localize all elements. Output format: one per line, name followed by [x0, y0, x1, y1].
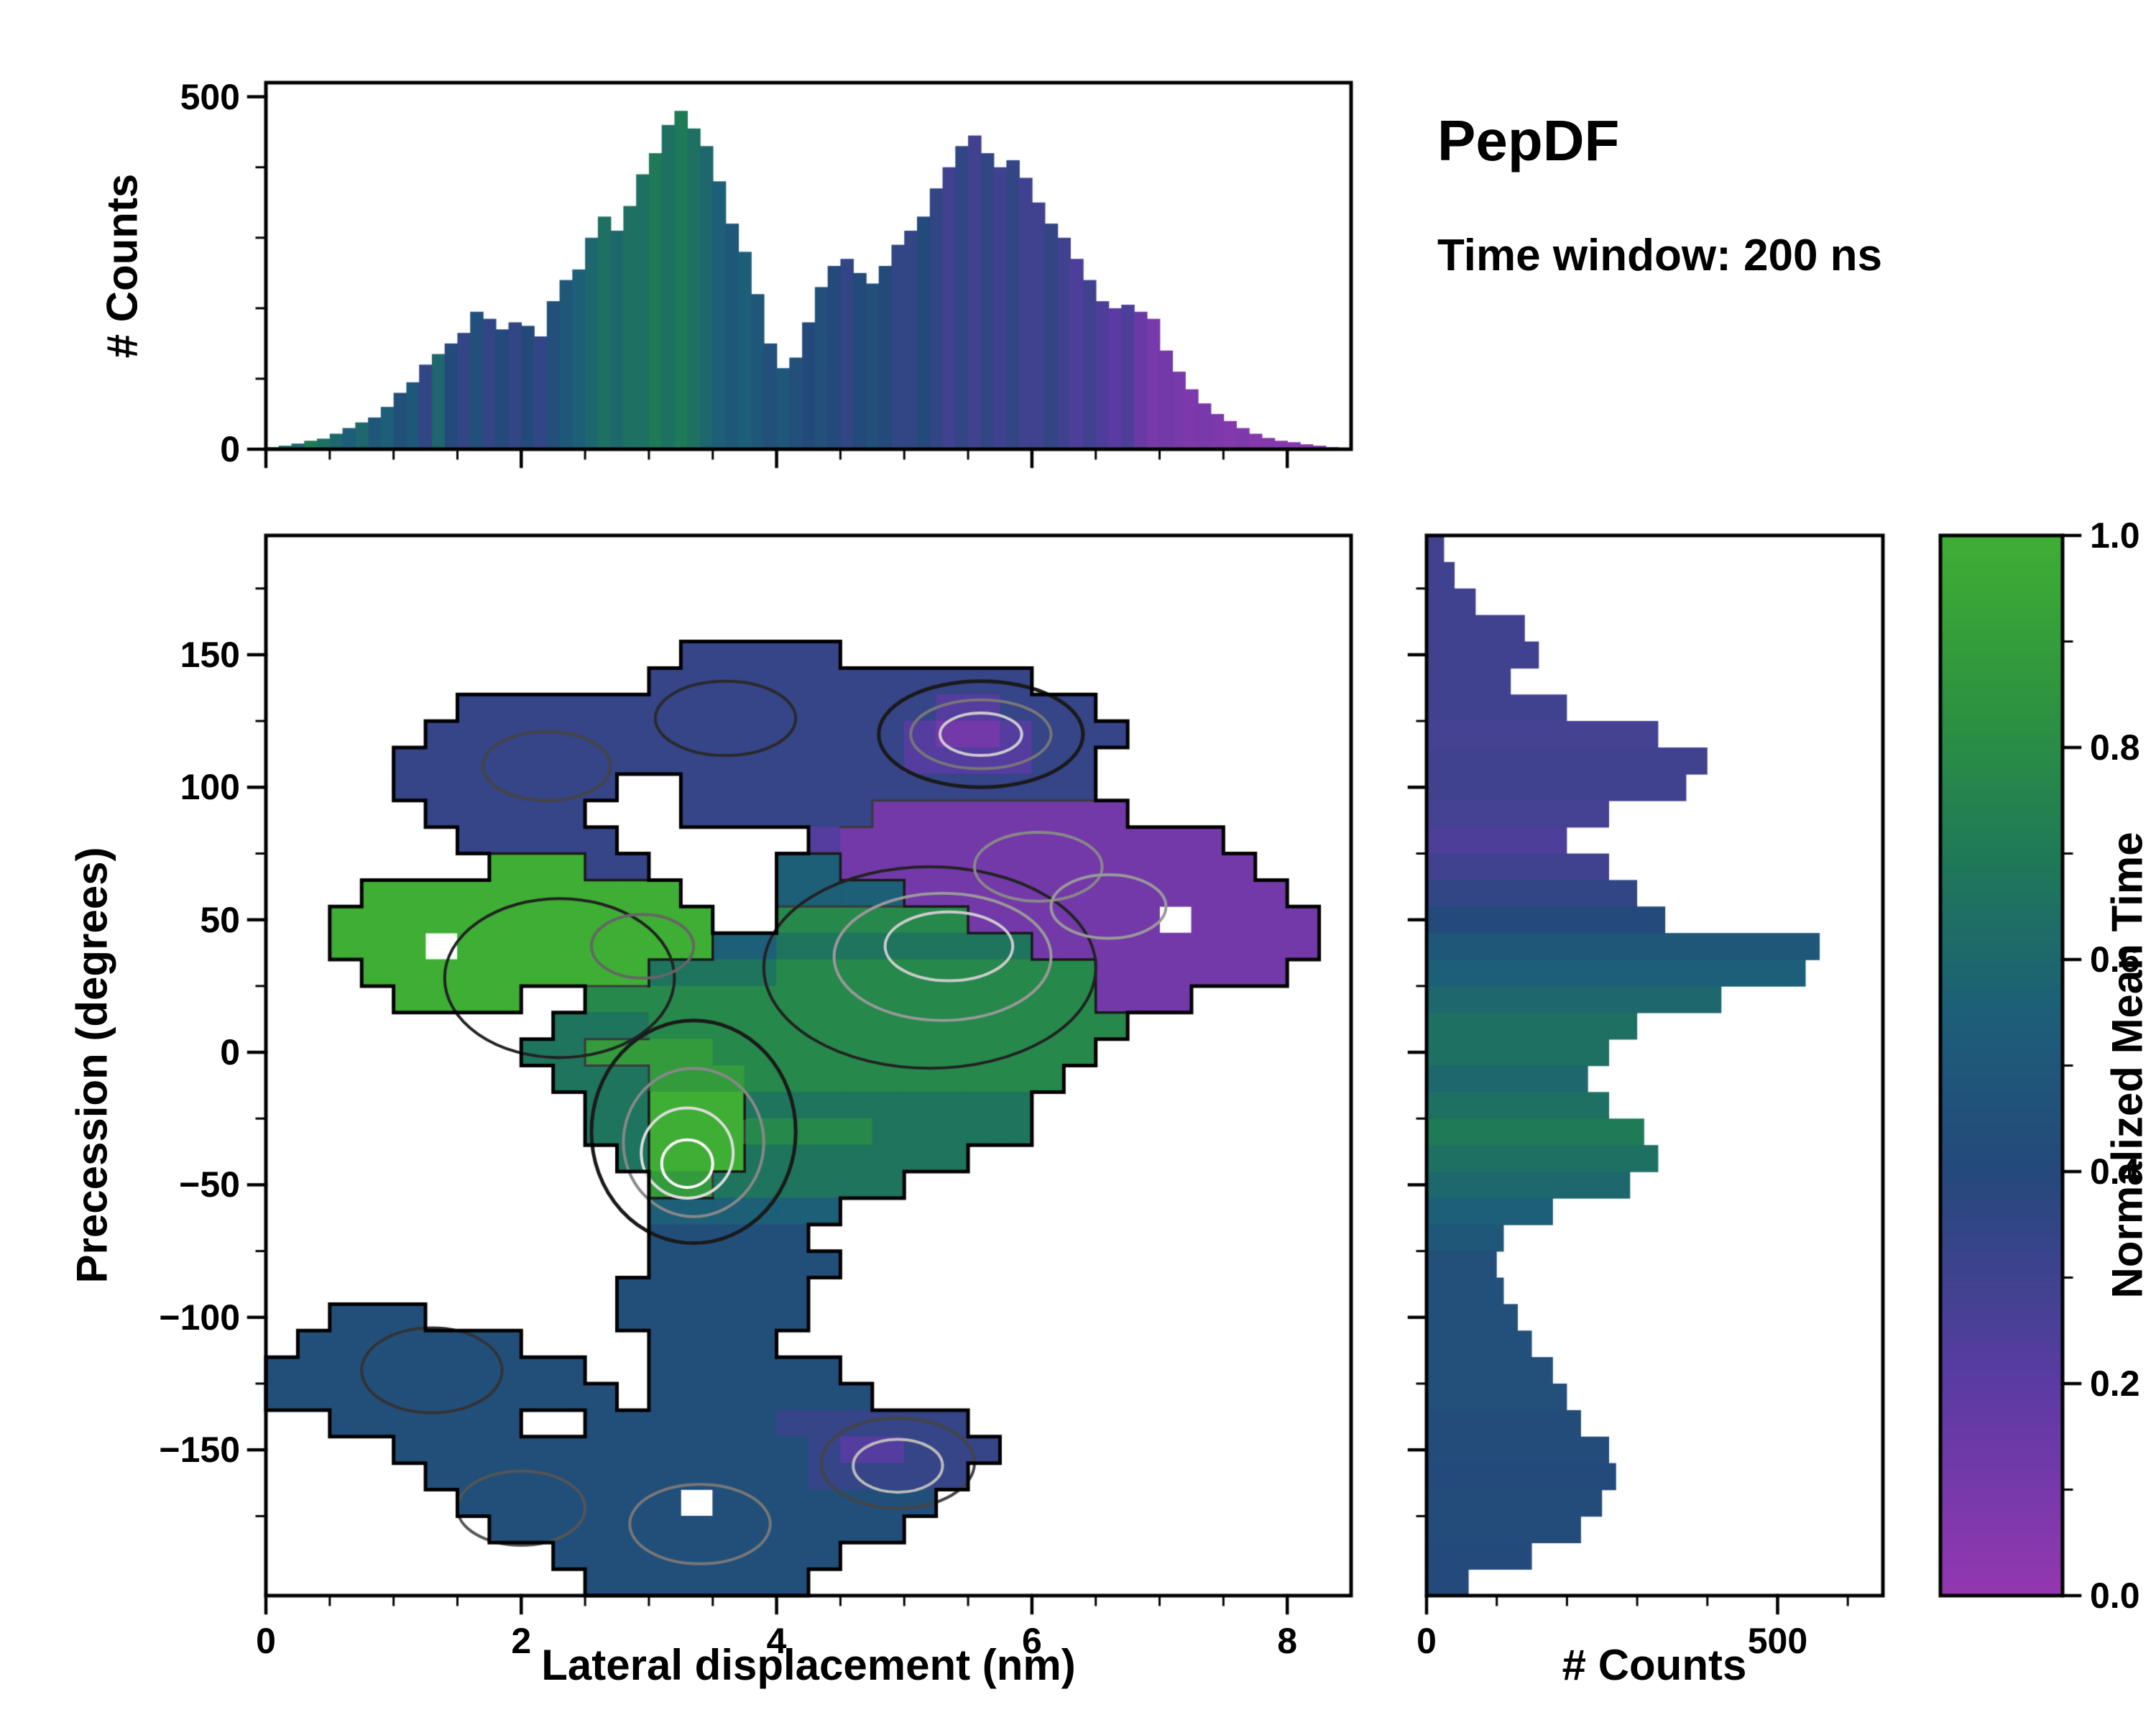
main-y-tick-label: 0 — [220, 1032, 240, 1073]
top-y-tick-label: 500 — [180, 76, 240, 117]
main-y-tick-label: 100 — [180, 767, 240, 808]
colorbar-tick-label: 0.0 — [2090, 1576, 2140, 1616]
colorbar-tick-label: 0.8 — [2090, 727, 2140, 768]
main-x-tick-label: 2 — [511, 1621, 532, 1661]
figure-title: PepDF — [1437, 109, 1620, 172]
right-x-tick-label: 0 — [1416, 1621, 1437, 1661]
top-hist-ylabel: # Counts — [98, 173, 147, 359]
main-y-tick-label: −50 — [179, 1164, 240, 1205]
top-y-tick-label: 0 — [220, 429, 240, 469]
figure-subtitle: Time window: 200 ns — [1437, 231, 1883, 280]
colorbar-tick-label: 1.0 — [2090, 515, 2140, 556]
right-hist-xlabel: # Counts — [1562, 1641, 1747, 1689]
right-x-tick-label: 500 — [1747, 1621, 1808, 1661]
main-x-tick-label: 8 — [1277, 1621, 1298, 1661]
main-ylabel: Precession (degrees) — [68, 847, 116, 1284]
colorbar-tick-label: 0.2 — [2090, 1363, 2140, 1404]
main-y-tick-label: −100 — [159, 1297, 240, 1338]
main-y-tick-label: −150 — [159, 1430, 240, 1471]
colorbar-tick-label: 0.4 — [2090, 1151, 2140, 1192]
main-x-tick-label: 6 — [1021, 1621, 1042, 1661]
main-x-tick-label: 0 — [256, 1621, 276, 1661]
main-xlabel: Lateral displacement (nm) — [541, 1641, 1076, 1689]
colorbar-tick-label: 0.6 — [2090, 939, 2140, 980]
colorbar-label: Normalized Mean Time — [2103, 832, 2152, 1299]
main-y-tick-label: 50 — [200, 899, 240, 940]
main-y-tick-label: 150 — [180, 634, 240, 675]
main-x-tick-label: 4 — [766, 1621, 787, 1661]
